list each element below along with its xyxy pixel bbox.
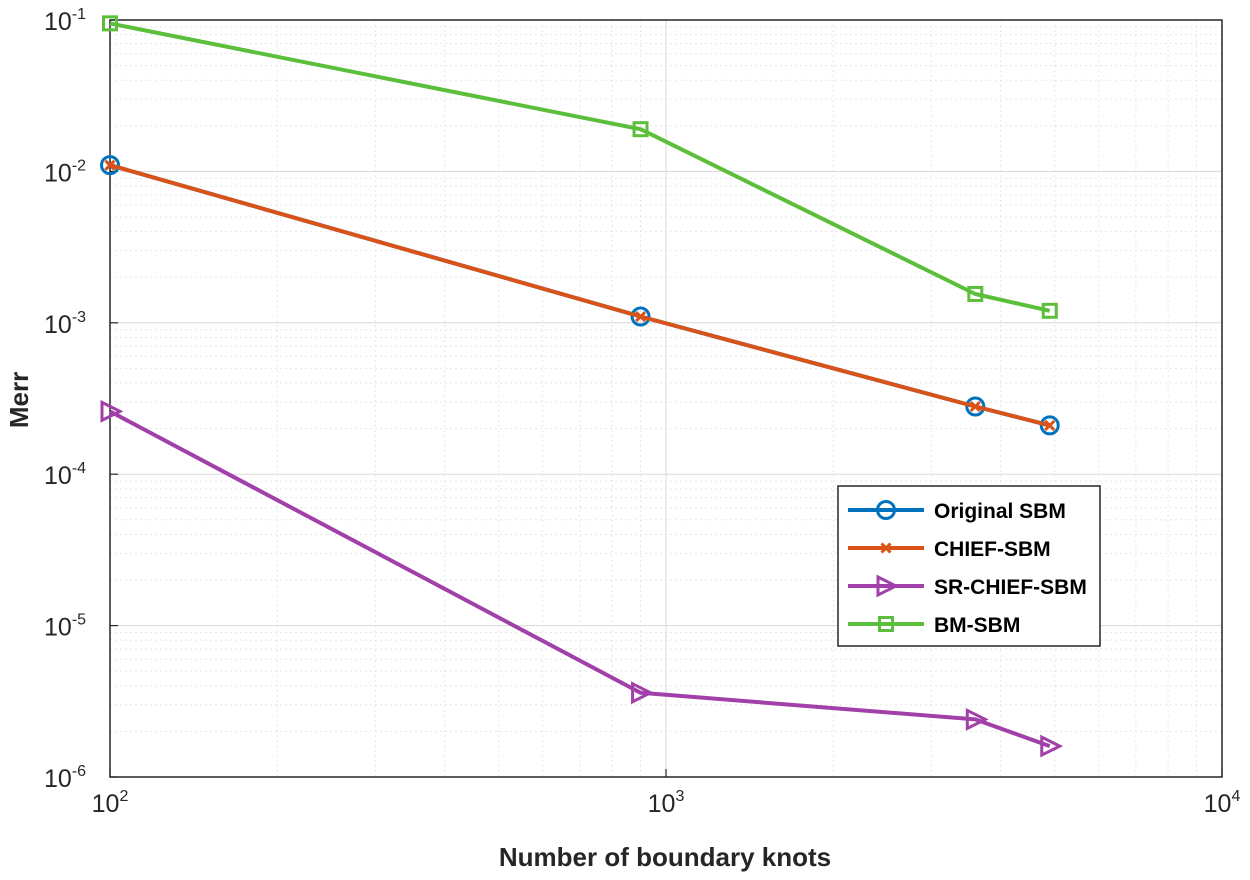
data-point bbox=[100, 155, 120, 176]
data-point bbox=[100, 399, 124, 423]
series-chief-sbm bbox=[104, 159, 1056, 431]
data-point bbox=[969, 400, 981, 413]
legend-label: BM-SBM bbox=[934, 614, 1020, 637]
legend-marker bbox=[880, 542, 892, 554]
legend-item: CHIEF-SBM bbox=[848, 538, 1051, 561]
legend-label: CHIEF-SBM bbox=[934, 538, 1051, 561]
y-tick-label: 10-1 bbox=[44, 6, 86, 36]
x-axis-label: Number of boundary knots bbox=[499, 842, 831, 872]
x-tick-label: 103 bbox=[648, 788, 685, 818]
y-tick-label: 10-4 bbox=[44, 460, 86, 490]
legend-item: BM-SBM bbox=[848, 614, 1020, 637]
x-tick-label: 102 bbox=[92, 788, 129, 818]
data-point bbox=[1041, 302, 1058, 319]
x-tick-label: 104 bbox=[1204, 788, 1241, 818]
data-point bbox=[630, 306, 651, 327]
y-tick-label: 10-6 bbox=[44, 763, 86, 793]
series-line bbox=[109, 21, 1051, 313]
y-tick-label: 10-2 bbox=[44, 157, 86, 187]
data-point bbox=[965, 708, 989, 731]
legend-item: Original SBM bbox=[848, 500, 1066, 523]
data-point bbox=[1040, 734, 1064, 758]
y-tick-label: 10-3 bbox=[44, 309, 86, 339]
series-line bbox=[109, 409, 1051, 748]
legend-marker bbox=[876, 574, 900, 598]
data-point bbox=[967, 285, 984, 302]
legend-label: Original SBM bbox=[934, 500, 1066, 523]
major-grid bbox=[109, 20, 1222, 778]
series-line bbox=[109, 163, 1051, 428]
series-bm-sbm bbox=[102, 15, 1058, 319]
data-point bbox=[104, 159, 116, 171]
data-point bbox=[1044, 419, 1056, 431]
data-point bbox=[631, 681, 654, 705]
legend-label: SR-CHIEF-SBM bbox=[934, 576, 1087, 599]
legend-item: SR-CHIEF-SBM bbox=[848, 574, 1087, 599]
legend-marker bbox=[876, 500, 896, 520]
data-point bbox=[965, 396, 986, 417]
legend-box bbox=[837, 485, 1101, 647]
legend: Original SBM CHIEF-SBM SR-CHIEF-SBM BM-SBM bbox=[837, 485, 1101, 647]
x-axis-ticks: 102 103 104 bbox=[92, 769, 1241, 818]
y-axis-label: Merr bbox=[4, 372, 34, 428]
y-axis-ticks: 10-6 10-5 10-4 10-3 10-2 10-1 bbox=[44, 6, 118, 793]
legend-marker bbox=[878, 616, 894, 632]
data-point bbox=[634, 310, 647, 323]
y-tick-label: 10-5 bbox=[44, 612, 86, 642]
series-sr-chief-sbm bbox=[100, 399, 1064, 758]
data-point bbox=[102, 15, 118, 32]
series-layer bbox=[100, 15, 1064, 758]
data-point bbox=[1039, 415, 1060, 436]
data-point bbox=[632, 121, 649, 138]
